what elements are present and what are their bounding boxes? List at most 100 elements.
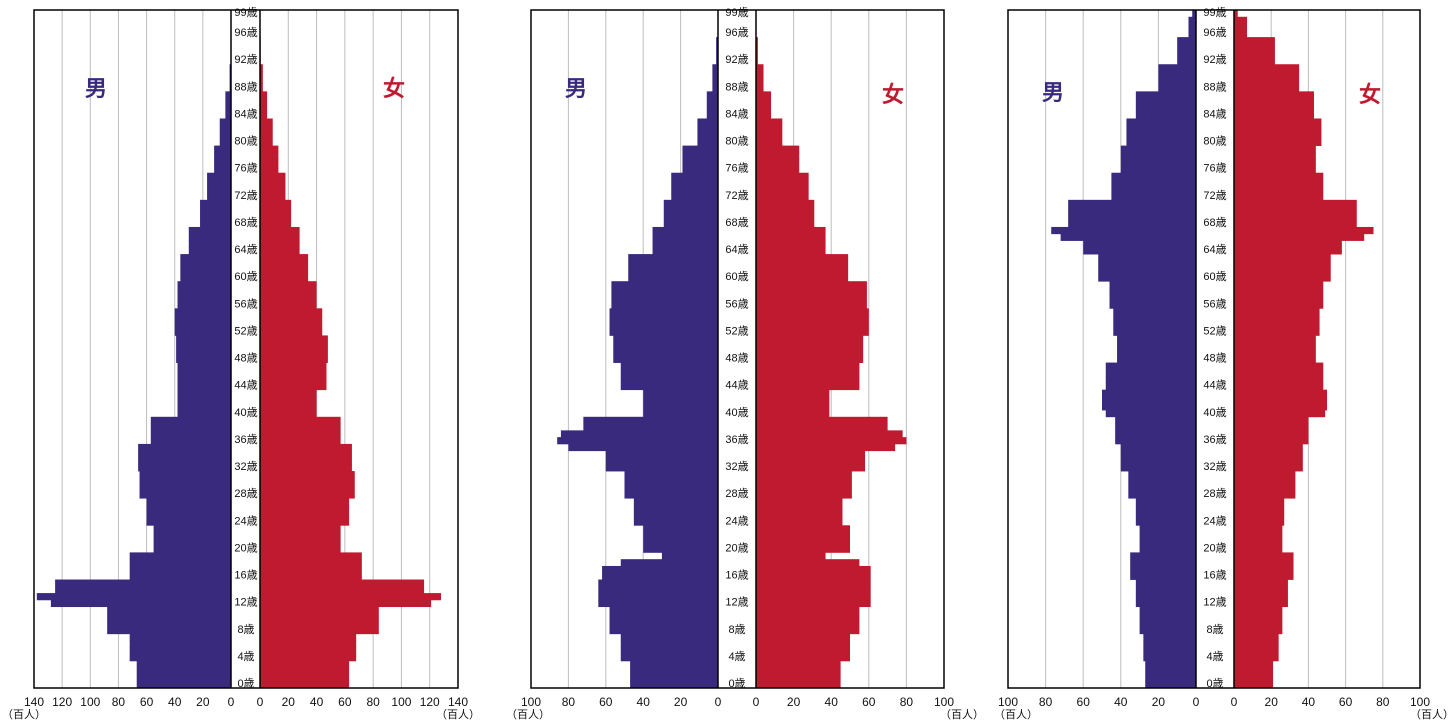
female-bar (1234, 254, 1331, 262)
female-bar (1234, 50, 1275, 58)
male-bar (129, 565, 231, 574)
female-bar (756, 586, 871, 594)
age-label: 96歳 (234, 26, 257, 39)
male-bar (716, 57, 718, 65)
female-bar (1234, 464, 1303, 472)
male-bar (1143, 640, 1196, 648)
female-bar (1234, 10, 1238, 18)
female-bar (1234, 274, 1331, 282)
male-bar (188, 240, 231, 248)
female-bar (1234, 457, 1303, 465)
age-labels: 0歳 4歳 8歳 12歳 16歳 20歳 24歳 28歳 32歳 36歳 40歳 44歳 48歳 52歳 5… (234, 6, 257, 690)
age-label: 32歳 (1203, 460, 1226, 473)
male-bar (609, 321, 718, 330)
male-bar (136, 681, 231, 689)
female-bar (260, 118, 273, 126)
male-bar (136, 660, 231, 669)
female-bar (260, 613, 379, 621)
female-label: 女 (383, 76, 405, 101)
female-bar (1234, 71, 1300, 79)
female-bar (756, 660, 841, 669)
female-bar (756, 328, 869, 336)
x-tick-label: 80 (900, 695, 914, 709)
age-label: 24歳 (234, 514, 257, 527)
female-bar (756, 342, 864, 350)
x-tick-label: 0 (257, 695, 264, 709)
male-bar (1128, 471, 1196, 479)
female-bar (756, 599, 871, 608)
male-bar (174, 328, 231, 336)
female-bar (260, 410, 317, 418)
female-bar (756, 165, 800, 174)
female-bar (260, 281, 317, 289)
female-bar (1234, 362, 1324, 370)
male-bar (219, 132, 231, 140)
female-bar (756, 552, 826, 560)
female-bar (260, 552, 362, 560)
x-tick-label: 20 (1265, 695, 1279, 709)
female-bar (756, 532, 850, 540)
female-bar (260, 586, 425, 594)
male-bar (1145, 681, 1196, 689)
female-bar (1234, 349, 1316, 357)
male-bar (620, 362, 718, 370)
female-bar (1234, 667, 1274, 675)
male-bar (1113, 328, 1196, 336)
male-bar (1135, 511, 1196, 519)
female-bar (756, 91, 772, 99)
male-bar (633, 498, 718, 506)
female-bar (1234, 165, 1316, 174)
female-bar (1234, 220, 1357, 228)
male-bar (1117, 342, 1196, 350)
male-bar (620, 647, 718, 655)
female-bar (260, 294, 317, 302)
female-bar (1234, 559, 1294, 567)
age-label: 84歳 (234, 107, 257, 120)
female-bar (1234, 145, 1316, 153)
female-bar (260, 674, 350, 682)
female-bar (1234, 681, 1274, 689)
female-bar (260, 518, 350, 526)
female-bar (1234, 138, 1322, 146)
age-label: 64歳 (1203, 243, 1226, 256)
male-bar (697, 138, 718, 146)
male-bar (560, 430, 718, 438)
unit-label-right: （百人） (1410, 708, 1448, 721)
female-bar (260, 260, 309, 269)
male-bar (609, 308, 718, 316)
plot-frame (33, 9, 459, 689)
male-bar (605, 457, 718, 465)
male-bar (1105, 410, 1196, 418)
male-label: 男 (565, 76, 587, 101)
female-bar (260, 193, 286, 201)
male-bar (611, 294, 718, 302)
female-bar (756, 145, 800, 153)
male-bar (150, 437, 231, 445)
male-bar (136, 667, 231, 675)
x-tick-label: 60 (140, 695, 154, 709)
female-bar (260, 152, 279, 160)
female-bar (1234, 572, 1294, 580)
female-bar (260, 132, 273, 140)
male-bar (176, 349, 231, 357)
unit-label-left: （百人） (506, 708, 550, 721)
female-bar (260, 206, 292, 214)
unit-label-left: （百人） (994, 708, 1038, 721)
x-tick-label: 100 (391, 695, 411, 709)
female-bar (756, 179, 809, 187)
female-bar (260, 328, 323, 336)
female-bar (1234, 335, 1316, 343)
male-bar (1135, 98, 1196, 106)
female-bar (1234, 491, 1296, 499)
female-bar (1234, 586, 1288, 594)
female-bar (260, 84, 263, 92)
male-bar (177, 369, 231, 377)
male-bar (177, 382, 231, 391)
male-bar (177, 362, 231, 370)
female-bar (756, 308, 869, 316)
female-bar (756, 125, 783, 133)
age-label: 60歳 (1203, 270, 1226, 283)
grid-lines (61, 10, 431, 688)
male-bar (1177, 43, 1196, 52)
female-bar (260, 525, 341, 533)
